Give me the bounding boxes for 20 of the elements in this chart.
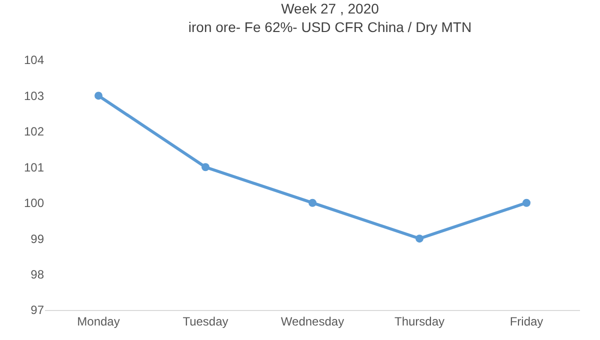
point	[94, 92, 102, 100]
y-tick-label: 98	[30, 267, 44, 282]
point	[308, 198, 316, 207]
y-tick-label: 99	[30, 232, 44, 246]
point	[416, 234, 424, 243]
x-tick-label: Monday	[77, 314, 120, 328]
y-tick-label: 97	[30, 303, 44, 318]
y-tick-label: 101	[24, 160, 44, 174]
y-tick-label: 103	[24, 88, 44, 103]
point	[202, 163, 210, 172]
point	[522, 198, 530, 207]
y-tick-label: 102	[24, 124, 44, 139]
chart-subtitle: iron ore- Fe 62%- USD CFR China / Dry MTN	[188, 18, 472, 35]
chart-title: Week 27 , 2020	[281, 0, 380, 17]
y-tick-label: 100	[24, 196, 44, 210]
x-tick-label: Wednesday	[280, 314, 344, 328]
x-tick-label: Tuesday	[182, 314, 228, 328]
y-tick-label: 104	[24, 53, 44, 68]
x-tick-label: Thursday	[394, 314, 445, 328]
x-tick-label: Friday	[510, 314, 544, 328]
